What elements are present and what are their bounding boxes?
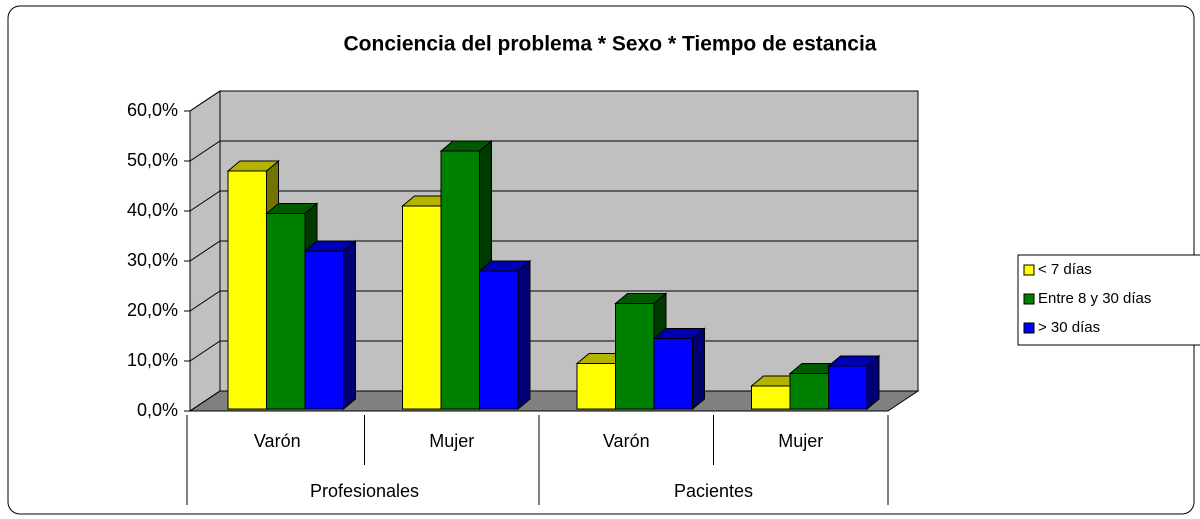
bar bbox=[576, 363, 616, 410]
y-tick-label: 10,0% bbox=[127, 350, 178, 370]
grid-line bbox=[189, 240, 918, 262]
bar bbox=[479, 270, 519, 410]
group-label: Pacientes bbox=[674, 481, 753, 501]
y-tick-label: 60,0% bbox=[127, 100, 178, 120]
bar bbox=[789, 373, 829, 410]
bar bbox=[304, 250, 344, 410]
legend-swatch bbox=[1023, 322, 1035, 334]
y-tick-label: 50,0% bbox=[127, 150, 178, 170]
grid-line bbox=[189, 90, 918, 112]
legend-swatch bbox=[1023, 264, 1035, 276]
legend-label: > 30 días bbox=[1038, 319, 1100, 336]
y-tick-label: 30,0% bbox=[127, 250, 178, 270]
bar bbox=[402, 205, 442, 410]
legend-swatch bbox=[1023, 293, 1035, 305]
legend-label: Entre 8 y 30 días bbox=[1038, 290, 1151, 307]
bar bbox=[828, 365, 868, 410]
x-tick-label: Varón bbox=[254, 431, 301, 451]
bar bbox=[751, 385, 791, 410]
bar-side bbox=[517, 259, 531, 411]
y-tick-label: 40,0% bbox=[127, 200, 178, 220]
group-label: Profesionales bbox=[310, 481, 419, 501]
legend-box bbox=[1017, 254, 1200, 346]
x-tick-label: Mujer bbox=[429, 431, 474, 451]
x-tick-label: Mujer bbox=[778, 431, 823, 451]
grid-line bbox=[189, 190, 918, 212]
bar bbox=[227, 170, 267, 410]
grid-line bbox=[189, 140, 918, 162]
bar bbox=[653, 338, 693, 410]
x-tick-label: Varón bbox=[603, 431, 650, 451]
bar-side bbox=[343, 239, 356, 411]
chart-title: Conciencia del problema * Sexo * Tiempo … bbox=[344, 33, 877, 56]
y-tick-label: 0,0% bbox=[137, 400, 178, 420]
grid-line bbox=[189, 290, 918, 312]
bar-side bbox=[692, 327, 705, 411]
y-tick-label: 20,0% bbox=[127, 300, 178, 320]
legend-label: < 7 días bbox=[1038, 261, 1092, 278]
bar bbox=[615, 303, 655, 410]
bar bbox=[266, 213, 306, 410]
bar bbox=[440, 150, 480, 410]
